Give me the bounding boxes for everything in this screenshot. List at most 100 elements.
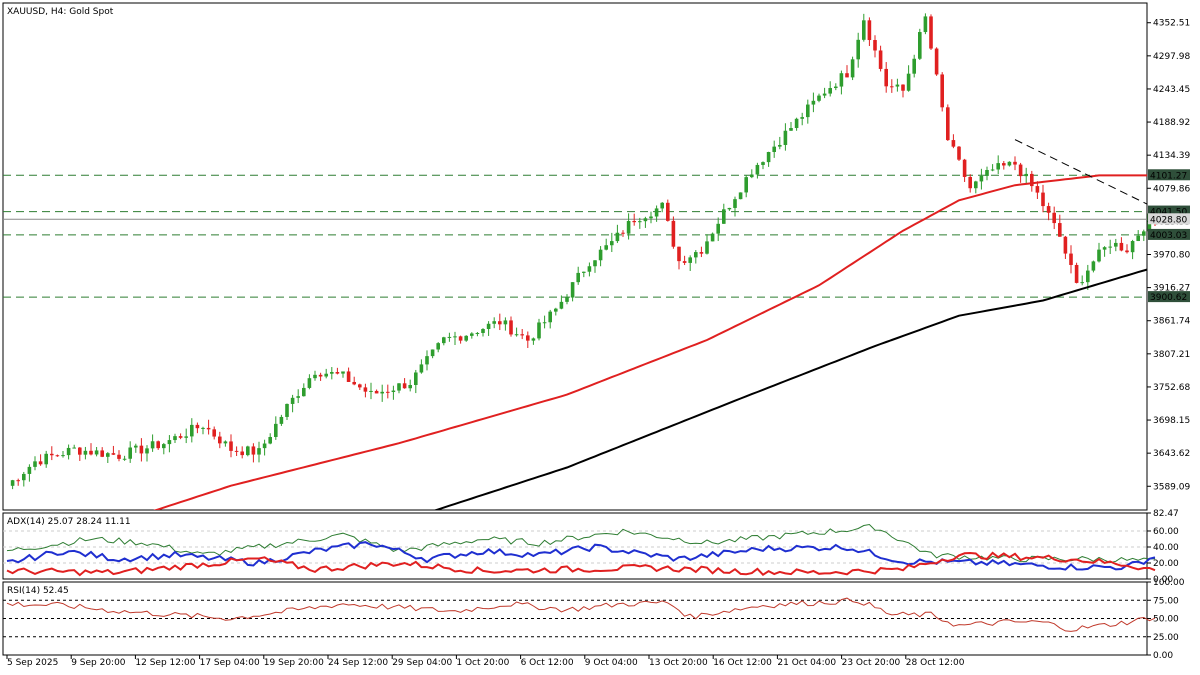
ma-black-line [433,268,1147,510]
candle-body [447,336,452,338]
candle-body [481,329,485,333]
candle-body [330,372,334,374]
x-tick-label: 9 Sep 20:00 [71,658,126,668]
candle-body [358,384,362,388]
adx-tick-label: 0.00 [1153,575,1173,585]
candle-body [55,455,60,457]
level-label-box [1148,205,1190,217]
candle-body [16,480,20,482]
candle-body [122,458,127,460]
candle-body [206,427,211,430]
rsi-tick-label: 0.00 [1153,651,1173,661]
candle-body [178,436,183,438]
x-tick-label: 23 Oct 20:00 [842,658,901,668]
candle-body [313,374,317,379]
candle-body [979,175,984,182]
candle-body [218,436,222,444]
candle-body [386,391,390,393]
main-panel-frame [2,2,1148,511]
candle-body [425,356,429,365]
ma-red-line [153,174,1147,510]
candle-body [632,221,636,223]
candle-body [1013,161,1017,165]
candle-body [94,450,99,455]
candle-body [918,32,922,59]
candle-body [738,192,743,200]
candle-body [1018,164,1023,177]
candle-body [598,249,603,261]
candle-body [923,16,928,33]
candle-body [565,297,569,302]
candle-body [834,86,838,89]
candle-body [268,436,272,444]
candle-body [582,271,586,273]
candle-body [458,336,463,341]
candle-body [654,208,659,217]
candle-body [884,68,888,87]
candle-body [89,450,93,455]
candle-body [789,128,793,131]
candle-body [587,266,592,272]
adx-tick-label: 82.47 [1153,509,1179,519]
rsi-tick-label: 50.00 [1153,615,1179,625]
price-tick-label: 3970.80 [1153,250,1190,260]
candle-body [1119,242,1124,251]
candle-body [442,337,446,344]
x-tick-label: 13 Oct 20:00 [649,658,708,668]
candle-body [554,308,558,312]
candle-body [1002,163,1006,166]
candle-body [806,104,810,118]
candle-body [1142,231,1146,236]
candle-body [430,349,435,357]
price-tick-label: 3861.74 [1153,317,1190,327]
candle-body [610,241,614,246]
candle-body [744,177,748,193]
candle-body [274,423,278,437]
candle-body [374,390,379,394]
candle-body [929,16,933,49]
candle-body [755,164,760,175]
candle-body [912,58,916,74]
candle-body [195,424,200,429]
candle-body [352,381,356,385]
candle-body [145,448,149,454]
candle-body [419,364,424,373]
candle-body [542,322,547,324]
candle-body [72,447,76,449]
candle-body [962,159,967,177]
candle-body [688,257,692,263]
candle-body [83,450,88,455]
candle-body [811,100,816,105]
candle-body [279,416,284,424]
candle-body [324,373,328,377]
price-tick-label: 3589.09 [1153,482,1190,492]
candle-body [615,232,620,242]
price-tick-label: 4134.39 [1153,151,1190,161]
candle-body [817,95,821,101]
candle-body [212,429,216,437]
x-tick-label: 9 Oct 04:00 [585,658,638,668]
price-tick-label: 3643.62 [1153,449,1190,459]
candle-body [1074,264,1079,283]
candle-body [772,146,776,153]
candle-body [867,20,872,41]
candle-body [822,93,827,96]
candle-body [1136,235,1140,242]
candle-body [626,221,631,234]
candle-body [1097,249,1101,262]
rsi-tick-label: 25.00 [1153,633,1179,643]
adx-title: ADX(14) 25.07 28.24 11.11 [7,517,131,527]
candle-body [778,144,782,147]
candle-body [761,162,765,165]
x-tick-label: 17 Sep 04:00 [200,658,260,668]
main-overlays [153,139,1147,510]
candle-body [167,440,172,445]
x-tick-label: 12 Sep 12:00 [135,658,195,668]
adx-panel-frame [2,512,1148,580]
candle-body [699,252,704,254]
candle-body [408,385,412,389]
candle-body [184,436,188,438]
candle-body [514,334,519,336]
candle-body [106,453,110,457]
